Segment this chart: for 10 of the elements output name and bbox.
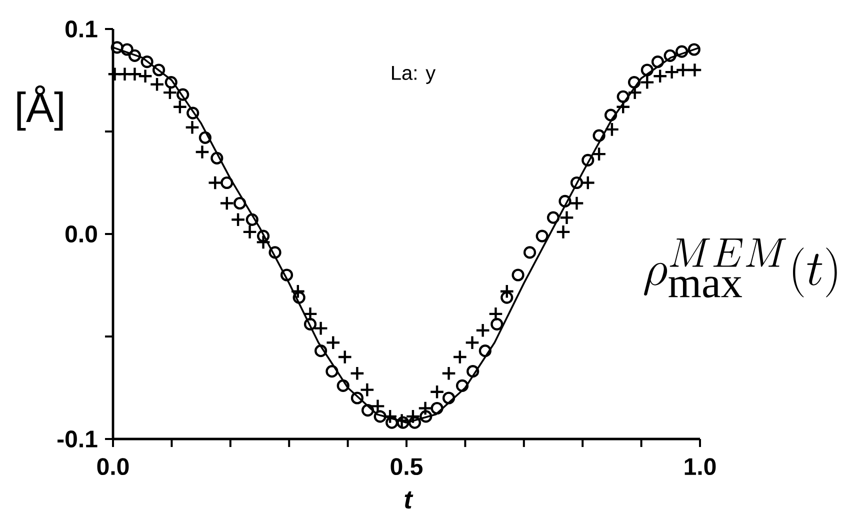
y-tick-label: -0.1 [58, 430, 98, 448]
y-tick-label: 0.0 [66, 226, 97, 242]
x-tick-label: 1.0 [684, 458, 716, 476]
y-axis-title: [Å] [17, 85, 63, 131]
annotation: $\rho_{\mathrm{max}}^{MEM}(t)$ [644, 238, 837, 298]
x-tick-label: 0.5 [390, 458, 423, 476]
annotation: La: y [392, 66, 436, 84]
y-tick-label: 0.1 [66, 20, 98, 38]
x-axis-title: t [404, 491, 414, 509]
x-tick-label: 0.0 [97, 458, 129, 476]
